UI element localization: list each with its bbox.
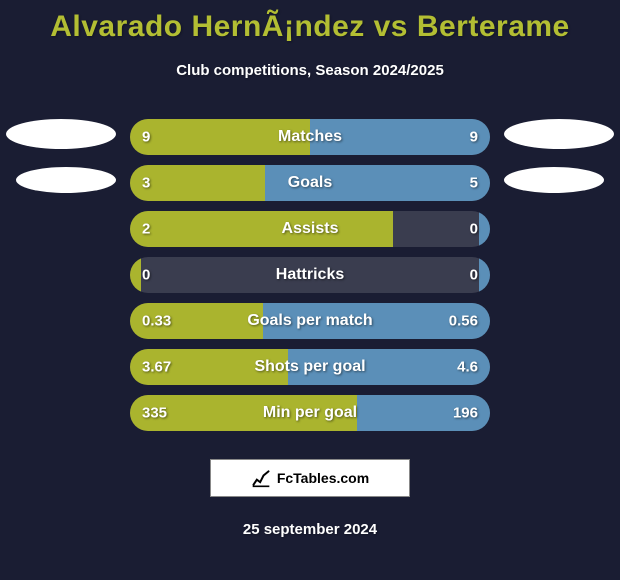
stat-label: Hattricks: [276, 266, 344, 284]
subtitle: Club competitions, Season 2024/2025: [0, 62, 620, 79]
stat-value-left: 2: [142, 221, 150, 238]
stat-bar-right: [479, 211, 490, 247]
stat-value-right: 9: [470, 129, 478, 146]
stat-bar-right: [479, 257, 490, 293]
stat-label: Matches: [278, 128, 342, 146]
stat-value-left: 3: [142, 175, 150, 192]
stat-bar-left: [130, 211, 393, 247]
stat-value-left: 335: [142, 405, 167, 422]
player-right-shadow: [504, 167, 604, 193]
stat-row: 3.67 4.6 Shots per goal: [130, 349, 490, 385]
stat-row: 9 9 Matches: [130, 119, 490, 155]
stat-value-right: 5: [470, 175, 478, 192]
stat-value-left: 9: [142, 129, 150, 146]
stat-label: Min per goal: [263, 404, 357, 422]
chart-icon: [251, 468, 271, 488]
comparison-container: Alvarado HernÃ¡ndez vs Berterame Club co…: [0, 0, 620, 580]
player-left-avatar-placeholder: [6, 119, 116, 149]
stat-label: Shots per goal: [254, 358, 365, 376]
source-logo: FcTables.com: [210, 459, 410, 497]
source-logo-text: FcTables.com: [277, 470, 369, 486]
stat-value-left: 0.33: [142, 313, 171, 330]
stat-label: Goals per match: [247, 312, 372, 330]
stat-value-right: 0: [470, 221, 478, 238]
stat-label: Goals: [288, 174, 332, 192]
stat-row: 0 0 Hattricks: [130, 257, 490, 293]
stat-value-right: 0.56: [449, 313, 478, 330]
player-right-avatar-placeholder: [504, 119, 614, 149]
stat-value-left: 0: [142, 267, 150, 284]
stat-label: Assists: [282, 220, 339, 238]
stat-bar-left: [130, 257, 141, 293]
stat-row: 335 196 Min per goal: [130, 395, 490, 431]
page-title: Alvarado HernÃ¡ndez vs Berterame: [0, 10, 620, 44]
player-left-shadow: [16, 167, 116, 193]
stat-value-right: 0: [470, 267, 478, 284]
stat-value-right: 196: [453, 405, 478, 422]
date-text: 25 september 2024: [0, 521, 620, 538]
stat-row: 2 0 Assists: [130, 211, 490, 247]
stat-row: 0.33 0.56 Goals per match: [130, 303, 490, 339]
stat-value-right: 4.6: [457, 359, 478, 376]
stat-value-left: 3.67: [142, 359, 171, 376]
stat-row: 3 5 Goals: [130, 165, 490, 201]
stats-area: 9 9 Matches 3 5 Goals 2 0 Assists 0 0 Hattricks 0.33…: [0, 119, 620, 431]
